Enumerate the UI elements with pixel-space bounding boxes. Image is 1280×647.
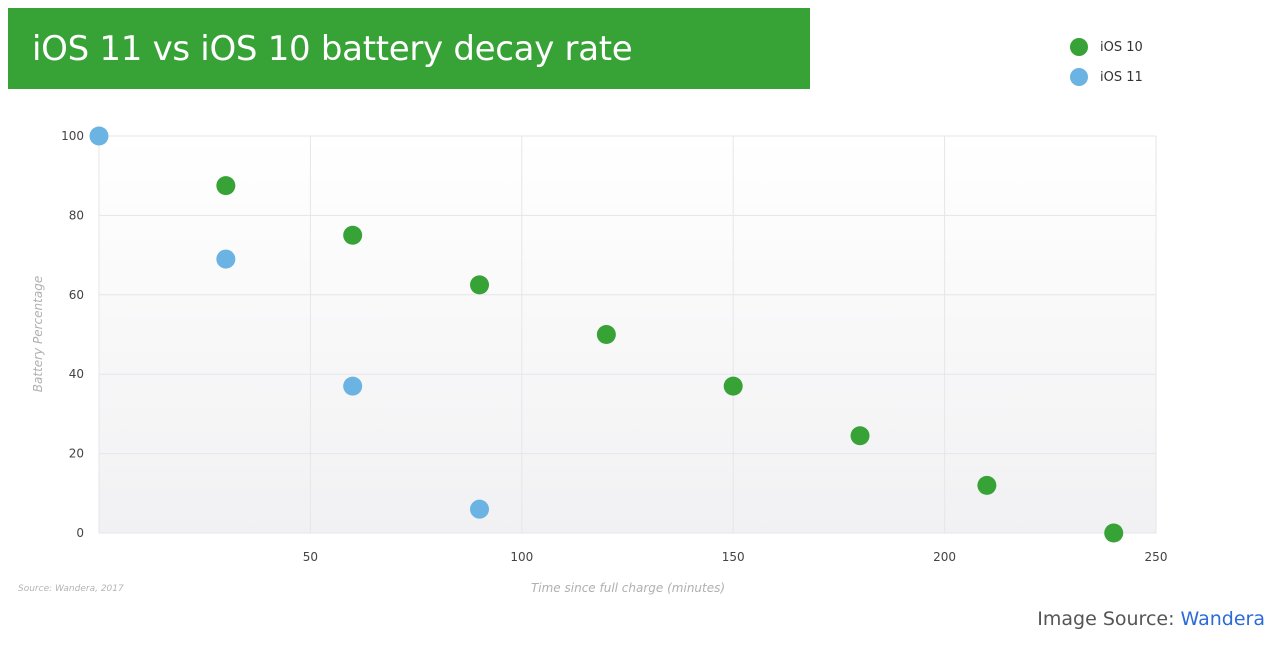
- data-point-ios11: [89, 126, 109, 146]
- data-point-ios10: [596, 325, 616, 344]
- image-source-link[interactable]: Wandera: [1180, 608, 1265, 630]
- data-points: [89, 126, 1124, 543]
- image-source: Image Source: Wandera: [1037, 608, 1265, 630]
- chart-title: iOS 11 vs iOS 10 battery decay rate: [32, 28, 633, 69]
- y-tick-label: 40: [69, 367, 84, 381]
- axis-ticks: 0 20 40 60 80 100 50 100 150 200 250: [61, 129, 1167, 564]
- x-tick-label: 250: [1145, 550, 1168, 564]
- x-axis-label: Time since full charge (minutes): [531, 581, 725, 595]
- x-tick-label: 200: [933, 550, 956, 564]
- data-point-ios11: [216, 249, 236, 269]
- data-point-ios10: [1104, 523, 1124, 543]
- image-source-prefix: Image Source:: [1037, 608, 1181, 630]
- title-banner: iOS 11 vs iOS 10 battery decay rate: [8, 8, 810, 89]
- legend-item-ios10: iOS 10: [1070, 32, 1143, 62]
- data-point-ios10: [850, 426, 870, 446]
- x-tick-label: 50: [303, 550, 318, 564]
- y-tick-label: 20: [69, 447, 84, 461]
- data-point-ios10: [216, 176, 236, 196]
- x-tick-label: 100: [510, 550, 533, 564]
- legend-item-ios11: iOS 11: [1070, 62, 1143, 92]
- legend-label-ios11: iOS 11: [1100, 69, 1143, 85]
- y-tick-label: 100: [61, 129, 84, 143]
- grid-lines: [98, 135, 1157, 534]
- data-point-ios10: [470, 275, 490, 295]
- data-point-ios10: [343, 225, 363, 245]
- source-note: Source: Wandera, 2017: [18, 584, 124, 594]
- data-point-ios10: [723, 376, 743, 396]
- y-axis-label: Battery Percentage: [31, 276, 45, 392]
- y-tick-label: 80: [69, 208, 84, 222]
- plot-area: [99, 136, 1156, 533]
- legend: iOS 10 iOS 11: [1070, 32, 1143, 92]
- y-tick-label: 60: [69, 288, 84, 302]
- y-tick-label: 0: [76, 526, 84, 540]
- legend-marker-ios10: [1070, 38, 1088, 56]
- legend-label-ios10: iOS 10: [1100, 39, 1143, 55]
- x-tick-label: 150: [722, 550, 745, 564]
- data-point-ios11: [470, 499, 490, 519]
- data-point-ios11: [343, 376, 363, 396]
- data-point-ios10: [977, 475, 997, 495]
- legend-marker-ios11: [1070, 68, 1088, 86]
